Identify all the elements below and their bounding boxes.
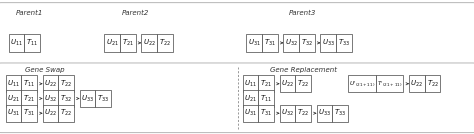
- Text: $U_{32}$: $U_{32}$: [281, 108, 294, 118]
- Text: $U_{33}$: $U_{33}$: [81, 93, 94, 104]
- FancyBboxPatch shape: [280, 75, 295, 92]
- FancyBboxPatch shape: [24, 34, 40, 52]
- FancyBboxPatch shape: [332, 105, 348, 122]
- Text: $U_{11}$: $U_{11}$: [10, 38, 23, 48]
- FancyBboxPatch shape: [320, 34, 336, 52]
- FancyBboxPatch shape: [243, 75, 258, 92]
- FancyBboxPatch shape: [243, 90, 258, 107]
- FancyBboxPatch shape: [336, 34, 352, 52]
- Text: $T_{31}$: $T_{31}$: [23, 108, 35, 118]
- FancyBboxPatch shape: [262, 34, 278, 52]
- FancyBboxPatch shape: [295, 75, 311, 92]
- Text: $U_{22}$: $U_{22}$: [143, 38, 155, 48]
- FancyBboxPatch shape: [317, 105, 332, 122]
- FancyBboxPatch shape: [43, 75, 58, 92]
- Text: $T_{32}$: $T_{32}$: [301, 38, 313, 48]
- Text: $T_{22}$: $T_{22}$: [60, 79, 72, 89]
- Text: Gene Replacement: Gene Replacement: [270, 67, 337, 73]
- Text: $U_{11}$: $U_{11}$: [244, 79, 257, 89]
- Text: $U'_{(21+11)}$: $U'_{(21+11)}$: [349, 80, 375, 88]
- Text: $T_{31}$: $T_{31}$: [264, 38, 276, 48]
- Text: $T_{22}$: $T_{22}$: [159, 38, 171, 48]
- Text: $T'_{(21+11)}$: $T'_{(21+11)}$: [377, 80, 402, 88]
- FancyBboxPatch shape: [21, 90, 37, 107]
- FancyBboxPatch shape: [295, 105, 311, 122]
- FancyBboxPatch shape: [246, 34, 262, 52]
- FancyBboxPatch shape: [43, 90, 58, 107]
- FancyBboxPatch shape: [6, 75, 21, 92]
- FancyBboxPatch shape: [9, 34, 24, 52]
- Text: $T_{22}$: $T_{22}$: [427, 79, 438, 89]
- FancyBboxPatch shape: [104, 34, 120, 52]
- Text: $U_{11}$: $U_{11}$: [7, 79, 20, 89]
- Text: Parent3: Parent3: [289, 10, 316, 16]
- Text: $U_{32}$: $U_{32}$: [285, 38, 298, 48]
- Text: $U_{21}$: $U_{21}$: [106, 38, 118, 48]
- Text: $U_{22}$: $U_{22}$: [44, 108, 57, 118]
- FancyBboxPatch shape: [258, 75, 274, 92]
- FancyBboxPatch shape: [58, 90, 74, 107]
- Text: $T_{33}$: $T_{33}$: [334, 108, 346, 118]
- FancyBboxPatch shape: [0, 63, 474, 133]
- FancyBboxPatch shape: [283, 34, 299, 52]
- FancyBboxPatch shape: [348, 75, 376, 92]
- FancyBboxPatch shape: [6, 90, 21, 107]
- Text: $T_{11}$: $T_{11}$: [260, 93, 272, 104]
- FancyBboxPatch shape: [280, 105, 295, 122]
- Text: $U_{22}$: $U_{22}$: [281, 79, 294, 89]
- FancyBboxPatch shape: [141, 34, 157, 52]
- FancyBboxPatch shape: [157, 34, 173, 52]
- FancyBboxPatch shape: [21, 105, 37, 122]
- FancyBboxPatch shape: [425, 75, 440, 92]
- Text: Parent1: Parent1: [16, 10, 43, 16]
- FancyBboxPatch shape: [6, 105, 21, 122]
- Text: $U_{21}$: $U_{21}$: [244, 93, 257, 104]
- FancyBboxPatch shape: [243, 105, 258, 122]
- Text: $T_{11}$: $T_{11}$: [23, 79, 35, 89]
- Text: $U_{31}$: $U_{31}$: [248, 38, 261, 48]
- Text: $T_{11}$: $T_{11}$: [26, 38, 38, 48]
- Text: Parent2: Parent2: [121, 10, 149, 16]
- FancyBboxPatch shape: [58, 75, 74, 92]
- Text: $T_{22}$: $T_{22}$: [60, 108, 72, 118]
- FancyBboxPatch shape: [95, 90, 111, 107]
- Text: $T_{21}$: $T_{21}$: [23, 93, 35, 104]
- Text: $T_{22}$: $T_{22}$: [297, 79, 309, 89]
- Text: $T_{32}$: $T_{32}$: [60, 93, 72, 104]
- FancyBboxPatch shape: [299, 34, 315, 52]
- FancyBboxPatch shape: [43, 105, 58, 122]
- FancyBboxPatch shape: [21, 75, 37, 92]
- Text: $T_{21}$: $T_{21}$: [260, 79, 272, 89]
- Text: $T_{31}$: $T_{31}$: [260, 108, 272, 118]
- FancyBboxPatch shape: [120, 34, 136, 52]
- Text: $U_{31}$: $U_{31}$: [244, 108, 257, 118]
- FancyBboxPatch shape: [58, 105, 74, 122]
- Text: $U_{21}$: $U_{21}$: [7, 93, 20, 104]
- Text: $U_{22}$: $U_{22}$: [410, 79, 423, 89]
- Text: $U_{33}$: $U_{33}$: [318, 108, 331, 118]
- FancyBboxPatch shape: [376, 75, 403, 92]
- Text: $U_{32}$: $U_{32}$: [44, 93, 57, 104]
- Text: $T_{33}$: $T_{33}$: [97, 93, 109, 104]
- Text: $U_{31}$: $U_{31}$: [7, 108, 20, 118]
- FancyBboxPatch shape: [0, 3, 474, 64]
- FancyBboxPatch shape: [258, 90, 274, 107]
- FancyBboxPatch shape: [80, 90, 95, 107]
- FancyBboxPatch shape: [258, 105, 274, 122]
- Text: $U_{22}$: $U_{22}$: [44, 79, 57, 89]
- Text: $T_{22}$: $T_{22}$: [297, 108, 309, 118]
- Text: Gene Swap: Gene Swap: [25, 67, 65, 73]
- Text: $T_{33}$: $T_{33}$: [338, 38, 350, 48]
- Text: $U_{33}$: $U_{33}$: [322, 38, 335, 48]
- Text: $T_{21}$: $T_{21}$: [122, 38, 134, 48]
- FancyBboxPatch shape: [409, 75, 425, 92]
